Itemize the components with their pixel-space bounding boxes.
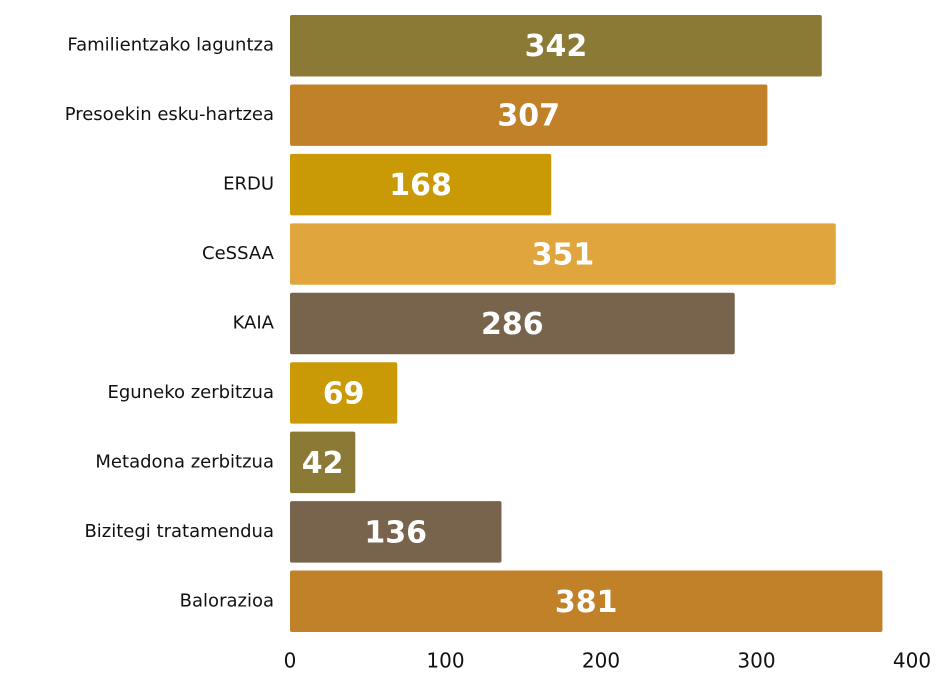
- bar: [290, 223, 836, 285]
- data-label: 381: [555, 585, 618, 620]
- y-tick-label: CeSSAA: [202, 243, 275, 264]
- data-label: 168: [389, 168, 452, 203]
- bar: [290, 431, 356, 494]
- x-tick-label: 200: [582, 649, 620, 673]
- bar: [290, 570, 883, 633]
- bar: [290, 292, 735, 355]
- y-tick-label: Presoekin esku-hartzea: [65, 104, 274, 125]
- data-label: 342: [525, 29, 588, 64]
- y-tick-label: Metadona zerbitzua: [95, 451, 274, 472]
- bar: [290, 501, 502, 563]
- bar: [290, 362, 398, 424]
- bar: [290, 84, 768, 146]
- y-tick-label: ERDU: [223, 174, 274, 195]
- y-tick-label: Familientzako laguntza: [67, 35, 274, 56]
- data-label: 42: [302, 446, 344, 481]
- y-tick-label: Bizitegi tratamendua: [84, 521, 274, 542]
- y-tick-label: Eguneko zerbitzua: [108, 382, 275, 403]
- x-tick-label: 300: [737, 649, 775, 673]
- x-tick-label: 100: [426, 649, 464, 673]
- data-label: 307: [497, 99, 560, 134]
- data-label: 136: [364, 515, 427, 550]
- x-tick-label: 0: [284, 649, 297, 673]
- data-label: 351: [532, 238, 595, 273]
- bar: [290, 15, 822, 77]
- y-tick-label: KAIA: [233, 313, 275, 334]
- data-label: 69: [323, 376, 365, 411]
- x-tick-label: 400: [893, 649, 931, 673]
- bar: [290, 153, 552, 216]
- data-label: 286: [481, 307, 544, 342]
- y-tick-label: Balorazioa: [180, 590, 274, 611]
